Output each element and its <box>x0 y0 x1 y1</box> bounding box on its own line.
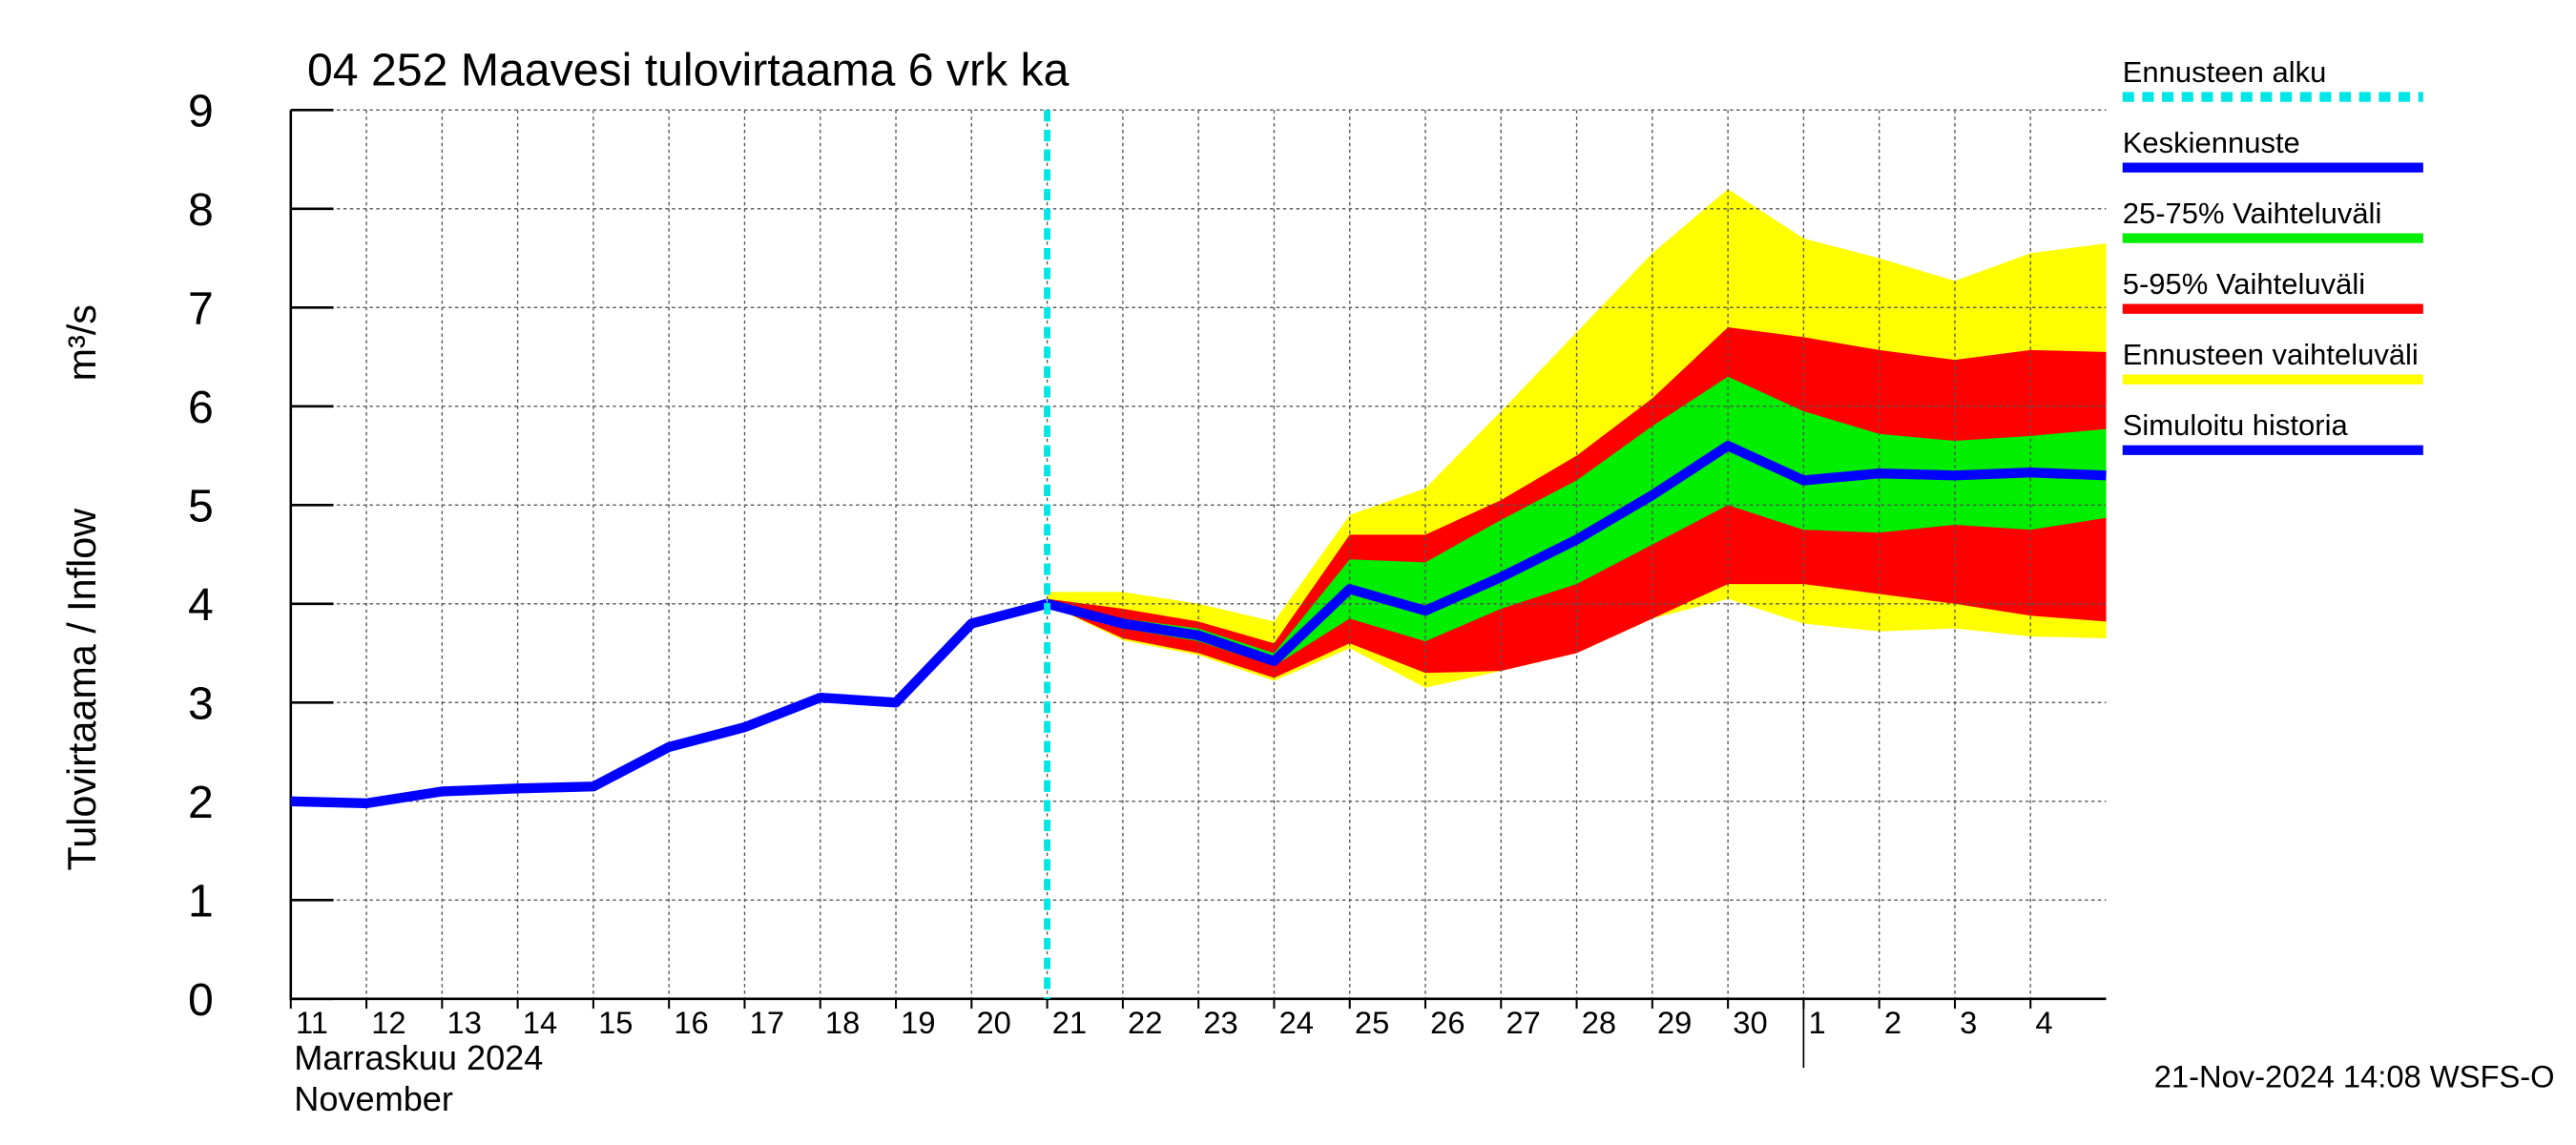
x-tick-label: 23 <box>1203 1005 1237 1040</box>
x-tick-label: 4 <box>2035 1005 2052 1040</box>
axis-frame <box>289 110 2107 1001</box>
x-axis-label: Marraskuu 2024 <box>294 1038 543 1077</box>
chart-title: 04 252 Maavesi tulovirtaama 6 vrk ka <box>307 45 1070 96</box>
x-tick-label: 30 <box>1733 1005 1767 1040</box>
x-tick-label: 13 <box>447 1005 482 1040</box>
x-tick-label: 14 <box>523 1005 557 1040</box>
y-tick-label: 5 <box>188 481 214 532</box>
x-tick-label: 19 <box>901 1005 935 1040</box>
series-line <box>1046 441 2107 666</box>
legend-label: 25-75% Vaihteluväli <box>2123 197 2382 230</box>
x-tick-label: 15 <box>598 1005 633 1040</box>
x-tick-label: 12 <box>371 1005 405 1040</box>
x-tick-label: 17 <box>750 1005 784 1040</box>
x-tick-label: 18 <box>825 1005 860 1040</box>
band <box>1047 376 2107 667</box>
legend-label: Keskiennuste <box>2123 126 2300 159</box>
y-axis-unit: m³/s <box>60 304 104 381</box>
y-axis-label: Tulovirtaama / Inflow <box>60 509 104 871</box>
x-tick-label: 3 <box>1960 1005 1977 1040</box>
x-tick-label: 28 <box>1582 1005 1616 1040</box>
y-tick-label: 7 <box>188 283 214 335</box>
x-tick-label: 24 <box>1279 1005 1314 1040</box>
legend-label: Ennusteen vaihteluväli <box>2123 338 2419 371</box>
x-tick-label: 27 <box>1506 1005 1540 1040</box>
x-tick-label: 20 <box>976 1005 1010 1040</box>
x-tick-label: 16 <box>674 1005 708 1040</box>
legend-label: Ennusteen alku <box>2123 55 2327 89</box>
y-tick-label: 4 <box>188 579 214 631</box>
x-tick-label: 1 <box>1809 1005 1826 1040</box>
x-tick-label: 22 <box>1128 1005 1162 1040</box>
y-tick-label: 1 <box>188 876 214 927</box>
y-tick-label: 2 <box>188 777 214 828</box>
x-tick-label: 25 <box>1355 1005 1389 1040</box>
legend-label: Simuloitu historia <box>2123 408 2349 442</box>
y-tick-label: 8 <box>188 184 214 236</box>
y-tick-label: 6 <box>188 382 214 433</box>
y-tick-label: 0 <box>188 974 214 1026</box>
y-tick-label: 9 <box>188 86 214 137</box>
x-tick-label: 29 <box>1657 1005 1692 1040</box>
x-axis-label: November <box>294 1079 453 1118</box>
series-line <box>290 598 1049 809</box>
x-tick-label: 26 <box>1430 1005 1465 1040</box>
x-tick-label: 2 <box>1884 1005 1901 1040</box>
y-tick-label: 3 <box>188 678 214 730</box>
legend-label: 5-95% Vaihteluväli <box>2123 267 2365 301</box>
footer: 21-Nov-2024 14:08 WSFS-O <box>2154 1059 2555 1094</box>
x-tick-label: 21 <box>1052 1005 1087 1040</box>
x-tick-label: 11 <box>296 1005 328 1040</box>
